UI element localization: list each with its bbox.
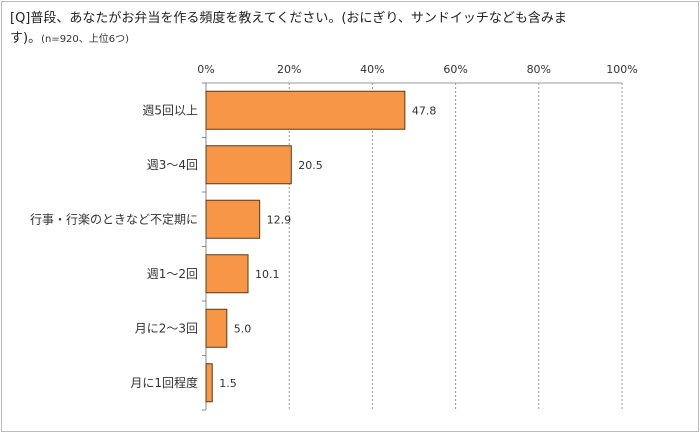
x-tick-label: 60% [443,63,467,76]
data-label: 1.5 [219,377,237,390]
subtitle-text: (n=920、上位6つ) [41,34,130,45]
bar [205,254,249,294]
title-text: [Q]普段、あなたがお弁当を作る頻度を教えてください。(おにぎり、サンドイッチな… [10,11,567,46]
data-label: 47.8 [412,104,437,117]
bar [205,363,213,403]
bar [205,199,261,239]
data-label: 10.1 [255,268,279,281]
category-label: 行事・行楽のときなど不定期に [30,211,198,226]
category-label: 週3〜4回 [147,158,198,172]
bar [205,145,292,185]
x-tick-label: 100% [606,63,637,76]
data-label: 20.5 [298,159,323,172]
category-label: 週5回以上 [142,103,198,117]
x-tick-label: 20% [277,63,301,76]
x-tick-label: 40% [360,63,384,76]
data-label: 5.0 [234,322,252,335]
bar [205,90,406,130]
chart-title: [Q]普段、あなたがお弁当を作る頻度を教えてください。(おにぎり、サンドイッチな… [10,9,570,50]
data-label: 12.9 [267,213,292,226]
category-label: 月に1回程度 [130,375,198,390]
category-label: 週1〜2回 [147,267,198,281]
bar [205,308,228,348]
x-tick-label: 80% [527,63,551,76]
x-tick-label: 0% [197,63,214,76]
category-label: 月に2〜3回 [135,321,198,335]
